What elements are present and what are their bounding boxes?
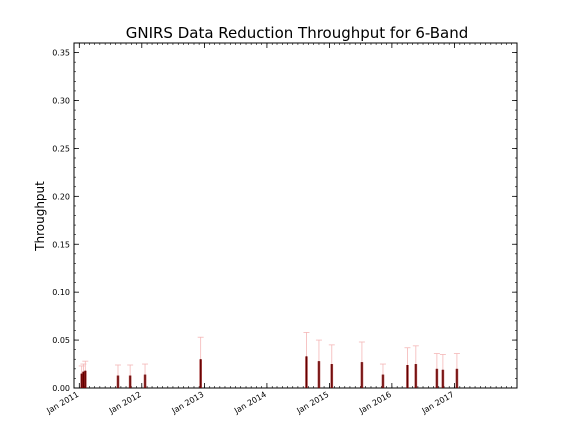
y-tick-label: 0.20 [52, 192, 70, 201]
data-point [441, 369, 445, 388]
data-point [455, 368, 459, 388]
y-tick-label: 0.00 [52, 384, 70, 393]
data-point [360, 362, 364, 388]
plot-frame [73, 42, 518, 389]
y-tick-label: 0.05 [52, 336, 70, 345]
y-axis-label: Throughput [33, 181, 47, 252]
data-point [317, 361, 321, 388]
y-tick-label: 0.30 [52, 97, 70, 106]
data-point [116, 375, 120, 388]
y-tick-label: 0.25 [52, 144, 70, 153]
data-point [199, 359, 202, 388]
data-point [305, 356, 308, 388]
data-point [83, 370, 87, 388]
x-tick-label: Jan 2012 [107, 390, 143, 416]
y-tick-label: 0.10 [52, 288, 70, 297]
data-point [330, 364, 334, 388]
x-tick-label: Jan 2014 [232, 390, 268, 416]
x-tick-label: Jan 2016 [357, 390, 393, 416]
x-tick-label: Jan 2015 [295, 390, 331, 416]
data-point [435, 368, 439, 388]
y-tick-label: 0.35 [52, 49, 70, 58]
x-tick-label: Jan 2013 [170, 390, 206, 416]
data-point [80, 373, 84, 388]
plot-area: 0.00 0.05 0.10 0.15 0.20 0.25 0.30 0.35 Jan 2011… [44, 42, 518, 416]
data-point [406, 365, 409, 388]
y-tick-label: 0.15 [52, 240, 70, 249]
x-tick-label: Jan 2011 [44, 390, 80, 416]
x-tick-label: Jan 2017 [420, 390, 456, 416]
data-point [128, 375, 132, 388]
chart-title: GNIRS Data Reduction Throughput for 6-Ba… [126, 24, 469, 42]
data-point [82, 371, 85, 388]
data-point [143, 374, 147, 388]
data-point [381, 374, 385, 388]
data-point [414, 364, 418, 388]
